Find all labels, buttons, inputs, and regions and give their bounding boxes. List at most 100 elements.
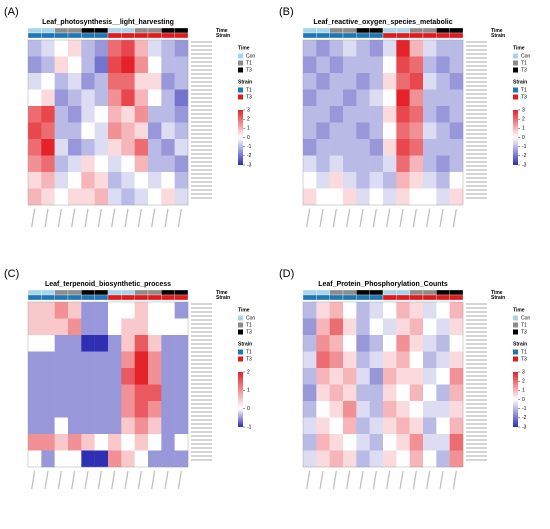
heatmap-cell <box>383 139 397 156</box>
heatmap-cell <box>28 368 42 385</box>
heatmap-cell <box>28 122 42 140</box>
legend-title: Time <box>238 307 250 313</box>
panel-label: (A) <box>4 6 19 18</box>
column-name-stroke <box>306 470 311 490</box>
heatmap-cell <box>436 89 450 107</box>
legend-swatch <box>238 53 243 59</box>
heatmap-cell <box>148 188 162 206</box>
heatmap-cell <box>409 401 424 418</box>
heatmap-cell <box>108 188 122 206</box>
legend-label: T3 <box>521 356 527 362</box>
heatmap-cell <box>28 155 42 173</box>
heatmap-cell <box>423 302 437 319</box>
heatmap-cell <box>148 106 162 123</box>
legend-title: Time <box>513 45 525 51</box>
strain-annotation-cell <box>134 294 149 301</box>
legend-swatch <box>513 322 518 328</box>
heatmap-cell <box>148 450 162 468</box>
heatmap-cell <box>161 89 175 107</box>
heatmap-cell <box>423 172 437 189</box>
heatmap-cell <box>396 188 410 206</box>
heatmap-cell <box>449 122 464 140</box>
heatmap-cell <box>174 89 189 107</box>
heatmap-cell <box>316 318 330 336</box>
column-name-stroke <box>346 208 351 228</box>
heatmap-cell <box>316 302 330 319</box>
heatmap-cell <box>54 351 69 369</box>
column-name-stroke <box>164 470 169 490</box>
legend-label: T3 <box>246 67 252 73</box>
heatmap-cell <box>134 434 149 451</box>
heatmap-cell <box>121 56 135 74</box>
strain-annotation-cell <box>147 294 162 301</box>
heatmap-cell <box>369 434 384 451</box>
strain-annotation-cell <box>396 294 410 301</box>
colorbar <box>238 110 243 165</box>
heatmap-cell <box>383 401 397 418</box>
heatmap-cell <box>356 401 370 418</box>
time-annotation-cell <box>54 27 69 34</box>
column-name-stroke <box>97 208 102 228</box>
heatmap-cell <box>356 155 370 173</box>
colorbar-tick-label: 0 <box>247 406 250 412</box>
heatmap-cell <box>54 122 69 140</box>
heatmap-cell <box>68 89 82 107</box>
column-name-stroke <box>426 470 431 490</box>
heatmap-cell <box>356 368 370 385</box>
heatmap-cell <box>28 106 42 123</box>
strain-annotation-cell <box>316 294 330 301</box>
heatmap-cell <box>449 139 464 156</box>
heatmap-cell <box>121 401 135 418</box>
heatmap-cell <box>356 73 370 90</box>
heatmap-cell <box>316 56 330 74</box>
strain-annotation-cell <box>436 32 450 39</box>
column-name-stroke <box>332 208 337 228</box>
heatmap-cell <box>94 155 109 173</box>
heatmap-cell <box>356 106 370 123</box>
heatmap-cell <box>343 155 357 173</box>
heatmap-cell <box>423 139 437 156</box>
heatmap-cell <box>369 302 384 319</box>
heatmap-cell <box>356 89 370 107</box>
time-annotation-cell <box>409 27 424 34</box>
legend-swatch <box>238 356 243 362</box>
strain-annotation-cell <box>174 32 189 39</box>
strain-annotation-cell <box>174 294 189 301</box>
heatmap-cell <box>68 56 82 74</box>
column-name-stroke <box>372 470 377 490</box>
colorbar-tick-label: 1 <box>522 126 525 132</box>
heatmap-cell <box>383 434 397 451</box>
legend-swatch <box>238 67 243 73</box>
heatmap-cell <box>81 56 95 74</box>
heatmap-cell <box>68 368 82 385</box>
time-annotation-cell <box>356 27 370 34</box>
heatmap-cell <box>161 122 175 140</box>
heatmap-cell <box>449 318 464 336</box>
heatmap-cell <box>148 172 162 189</box>
heatmap-cell <box>54 172 69 189</box>
heatmap-cell <box>303 335 317 352</box>
chart-title: Leaf_terpenoid_biosynthetic_process <box>45 281 171 288</box>
heatmap-cell <box>396 318 410 336</box>
heatmap-border <box>27 39 189 206</box>
heatmap-cell <box>54 417 69 435</box>
heatmap-cell <box>369 401 384 418</box>
heatmap-cell <box>81 401 95 418</box>
time-annotation-cell <box>396 27 410 34</box>
heatmap-cell <box>343 450 357 468</box>
strain-annotation-cell <box>27 32 42 39</box>
heatmap-cell <box>316 351 330 369</box>
heatmap-cell <box>121 434 135 451</box>
heatmap-cell <box>343 172 357 189</box>
column-name-stroke <box>111 470 116 490</box>
column-name-stroke <box>359 470 364 490</box>
time-annotation-cell <box>121 289 135 296</box>
heatmap-cell <box>54 335 69 352</box>
heatmap-cell <box>423 73 437 90</box>
strain-annotation-cell <box>396 32 410 39</box>
legend-swatch <box>238 349 243 355</box>
heatmap-cell <box>94 56 109 74</box>
colorbar-tick-label: 3 <box>522 369 525 375</box>
heatmap-cell <box>436 139 450 156</box>
heatmap-cell <box>383 302 397 319</box>
